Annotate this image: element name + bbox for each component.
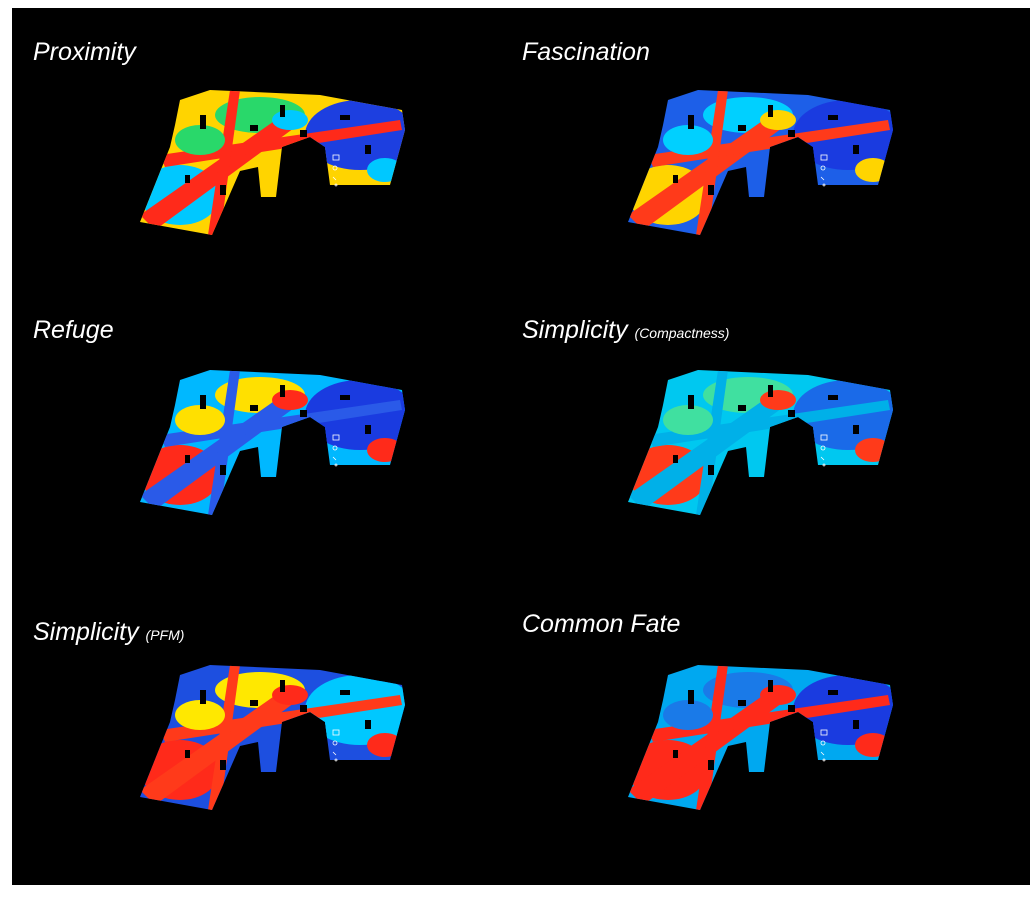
panel-subtitle: (PFM) <box>146 627 185 643</box>
panel-title: Fascination <box>522 38 650 66</box>
panel-title: Common Fate <box>522 610 680 638</box>
panel-title: Proximity <box>33 38 137 66</box>
panel-title: Refuge <box>33 316 114 344</box>
page: Proximity Fascination Refuge Simplicity … <box>0 0 1035 900</box>
panel-subtitle: (Compactness) <box>635 325 730 341</box>
figure: Proximity Fascination Refuge Simplicity … <box>0 0 1035 900</box>
